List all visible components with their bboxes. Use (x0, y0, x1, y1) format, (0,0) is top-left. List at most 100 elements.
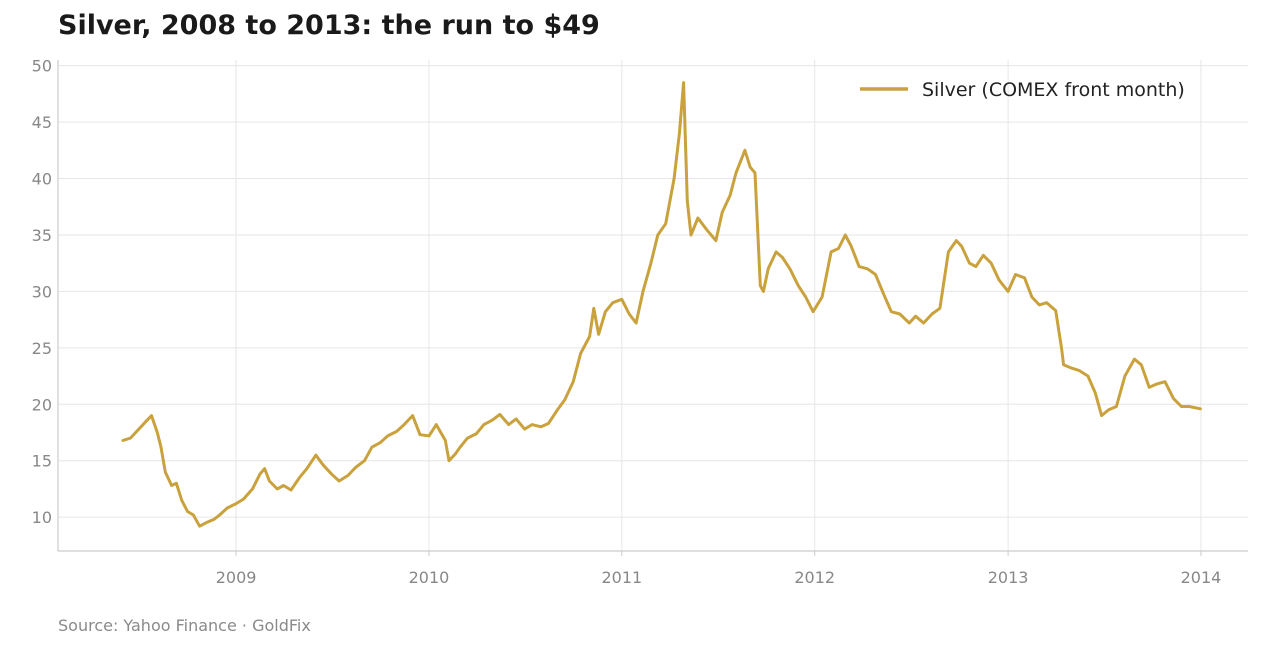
grid-lines (58, 60, 1248, 556)
x-tick-label: 2013 (988, 568, 1029, 587)
data-point (990, 262, 993, 265)
data-point (242, 497, 245, 501)
data-point (753, 171, 757, 175)
data-point (689, 233, 693, 237)
data-point (759, 284, 762, 287)
data-point (1133, 357, 1136, 361)
y-tick-label: 25 (32, 339, 52, 358)
data-point (1030, 295, 1034, 299)
data-point (454, 452, 457, 456)
data-point (137, 427, 140, 431)
data-point (507, 423, 510, 426)
data-point (121, 439, 125, 442)
data-point (721, 211, 724, 214)
y-tick-label: 30 (32, 282, 52, 301)
data-point (395, 430, 398, 433)
data-point (696, 216, 700, 220)
data-point (974, 265, 978, 268)
data-point (354, 466, 357, 469)
data-point (857, 265, 861, 268)
legend-label: Silver (COMEX front month) (922, 79, 1185, 101)
data-point (1163, 380, 1167, 383)
data-point (1060, 346, 1063, 349)
data-point (276, 487, 279, 491)
data-point (1115, 405, 1118, 408)
data-point (572, 380, 575, 383)
data-point (411, 414, 414, 417)
axes (57, 60, 1248, 552)
data-point (379, 441, 382, 444)
data-point (1014, 273, 1017, 276)
data-point (968, 262, 971, 265)
data-point (1107, 408, 1110, 412)
data-point (682, 81, 685, 84)
data-point (1188, 405, 1191, 408)
data-point (588, 335, 591, 338)
data-point (386, 434, 389, 438)
data-point (170, 484, 173, 487)
data-point (866, 267, 869, 270)
data-point (1148, 386, 1151, 389)
data-point (1094, 391, 1097, 395)
data-point (175, 482, 178, 485)
data-point (212, 518, 216, 521)
x-tick-labels: 2009 2010 2011 2012 2013 2014 (216, 568, 1222, 587)
x-tick-label: 2012 (794, 568, 835, 587)
data-point (1100, 414, 1103, 417)
data-point (1155, 382, 1159, 386)
data-point (890, 310, 893, 313)
data-point (672, 177, 676, 180)
data-point (234, 502, 238, 505)
series-lines (121, 81, 1202, 528)
data-point (930, 312, 934, 316)
data-point (435, 423, 438, 426)
data-point (641, 290, 645, 293)
data-point (579, 352, 582, 355)
data-point (539, 425, 543, 428)
data-point (180, 499, 183, 502)
data-point (547, 422, 550, 425)
data-point (563, 398, 566, 401)
data-point (837, 247, 840, 250)
data-point (204, 521, 208, 524)
data-point (402, 423, 406, 426)
data-point (1172, 397, 1175, 400)
data-point (762, 290, 765, 293)
data-point (844, 233, 847, 237)
data-point (749, 166, 752, 169)
data-point (908, 321, 911, 325)
data-point (997, 278, 1001, 282)
data-point (514, 417, 518, 421)
y-tick-label: 35 (32, 226, 52, 245)
data-point (955, 239, 958, 242)
data-point (1023, 276, 1026, 279)
data-point (620, 298, 623, 301)
data-point (811, 310, 815, 313)
y-tick-label: 50 (32, 57, 52, 76)
data-point (150, 414, 153, 417)
data-point (263, 467, 266, 470)
data-point (268, 479, 271, 483)
data-point (898, 312, 901, 316)
data-point (370, 446, 374, 449)
data-point (330, 473, 333, 476)
data-point (634, 321, 638, 325)
y-tick-label: 45 (32, 113, 52, 132)
data-point (1070, 366, 1073, 370)
data-point (458, 446, 462, 449)
y-tick-label: 40 (32, 170, 52, 189)
data-point (705, 228, 708, 231)
data-point (251, 487, 254, 491)
x-tick-label: 2011 (601, 568, 642, 587)
data-point (322, 464, 325, 467)
data-point (444, 439, 447, 442)
data-point (129, 436, 132, 440)
data-point (743, 149, 747, 152)
data-point (656, 233, 659, 237)
data-point (346, 474, 350, 477)
data-point (218, 513, 221, 517)
data-point (982, 254, 985, 257)
data-point (530, 423, 534, 426)
